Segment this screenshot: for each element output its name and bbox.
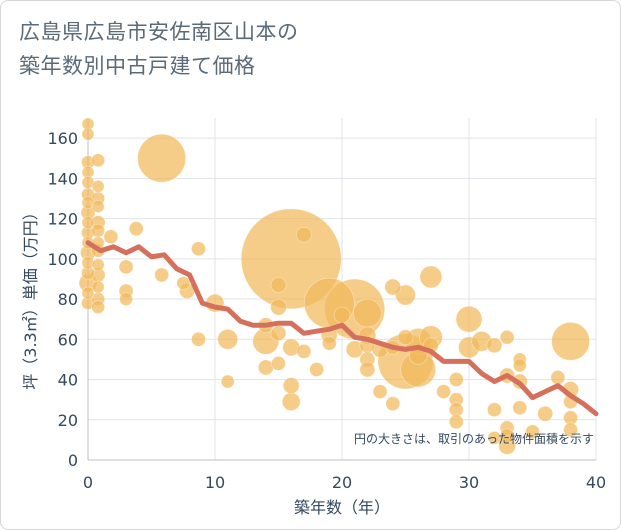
trend-line bbox=[85, 240, 599, 417]
data-bubble bbox=[270, 325, 287, 342]
data-bubble bbox=[81, 286, 95, 300]
data-bubble bbox=[359, 361, 376, 378]
data-bubble bbox=[296, 343, 312, 359]
data-bubble bbox=[91, 300, 106, 315]
data-bubble bbox=[119, 292, 133, 306]
y-tick-label: 140 bbox=[47, 169, 78, 188]
data-bubble bbox=[563, 422, 578, 438]
data-bubble bbox=[455, 305, 483, 333]
data-bubble bbox=[537, 405, 554, 422]
data-bubble bbox=[103, 229, 119, 245]
data-bubble bbox=[176, 276, 191, 290]
data-bubble bbox=[128, 221, 144, 237]
data-bubble bbox=[91, 280, 105, 294]
title-line-1: 広島県広島市安佐南区山本の bbox=[19, 20, 299, 44]
x-axis-label: 築年数（年） bbox=[294, 498, 390, 517]
data-bubble bbox=[448, 414, 464, 430]
data-bubble bbox=[282, 377, 300, 394]
x-tick-label: 0 bbox=[83, 473, 93, 492]
data-bubble bbox=[551, 321, 590, 361]
x-tick-label: 40 bbox=[586, 473, 606, 492]
data-bubble bbox=[385, 396, 401, 412]
data-bubble bbox=[419, 265, 443, 289]
data-bubble bbox=[309, 362, 325, 377]
y-tick-label: 100 bbox=[47, 250, 78, 269]
data-bubble bbox=[91, 223, 106, 238]
y-tick-label: 40 bbox=[58, 371, 78, 390]
y-tick-label: 120 bbox=[47, 210, 78, 229]
data-bubble bbox=[486, 337, 503, 354]
title-line-2: 築年数別中古戸建て価格 bbox=[19, 54, 256, 78]
y-tick-label: 20 bbox=[58, 411, 78, 430]
data-bubble bbox=[448, 372, 464, 387]
data-bubble bbox=[397, 329, 414, 346]
data-bubble bbox=[91, 258, 105, 272]
data-bubble bbox=[487, 430, 502, 445]
data-bubble bbox=[81, 127, 95, 141]
size-legend-note: 円の大きさは、取引のあった物件面積を示す bbox=[354, 431, 594, 446]
chart-title: 広島県広島市安佐南区山本の 築年数別中古戸建て価格 bbox=[19, 15, 299, 83]
data-bubble bbox=[333, 306, 351, 324]
data-bubble bbox=[220, 374, 235, 389]
data-bubble bbox=[257, 359, 274, 376]
x-tick-label: 20 bbox=[332, 473, 352, 492]
data-bubble bbox=[295, 226, 312, 243]
data-bubble bbox=[270, 298, 287, 316]
y-tick-label: 0 bbox=[68, 451, 78, 470]
x-tick-label: 10 bbox=[205, 473, 225, 492]
y-axis-label: 坪（3.3㎡）単価（万円） bbox=[21, 204, 40, 389]
data-bubble bbox=[486, 402, 502, 418]
data-bubble bbox=[154, 267, 170, 283]
data-bubble bbox=[512, 400, 528, 416]
data-bubble bbox=[525, 424, 540, 440]
data-bubble bbox=[91, 200, 105, 213]
y-tick-label: 80 bbox=[58, 290, 78, 309]
x-tick-label: 30 bbox=[459, 473, 479, 492]
data-bubble bbox=[384, 278, 402, 296]
bubble-layer bbox=[78, 117, 590, 455]
data-bubble bbox=[436, 384, 452, 400]
data-bubble bbox=[81, 216, 95, 230]
data-bubble bbox=[271, 356, 286, 371]
data-bubble bbox=[321, 335, 337, 351]
x-tick-labels: 0 10 20 30 40 bbox=[83, 473, 606, 492]
data-bubble bbox=[118, 259, 134, 275]
data-bubble bbox=[372, 384, 388, 400]
data-bubble bbox=[352, 298, 382, 328]
data-bubble bbox=[91, 153, 106, 168]
data-bubble bbox=[499, 329, 515, 345]
data-bubble bbox=[191, 331, 206, 347]
data-bubble bbox=[281, 392, 301, 412]
data-bubble bbox=[191, 241, 206, 257]
data-bubble bbox=[137, 133, 187, 183]
data-bubble bbox=[217, 328, 239, 350]
y-tick-label: 60 bbox=[58, 330, 78, 349]
data-bubble bbox=[91, 179, 105, 193]
data-bubble bbox=[395, 284, 416, 306]
y-tick-label: 160 bbox=[47, 129, 78, 148]
data-bubble bbox=[512, 358, 527, 373]
data-bubble bbox=[270, 277, 287, 293]
data-bubble bbox=[550, 370, 566, 385]
y-tick-labels: 0 20 40 60 80 100 120 140 160 bbox=[47, 129, 78, 470]
